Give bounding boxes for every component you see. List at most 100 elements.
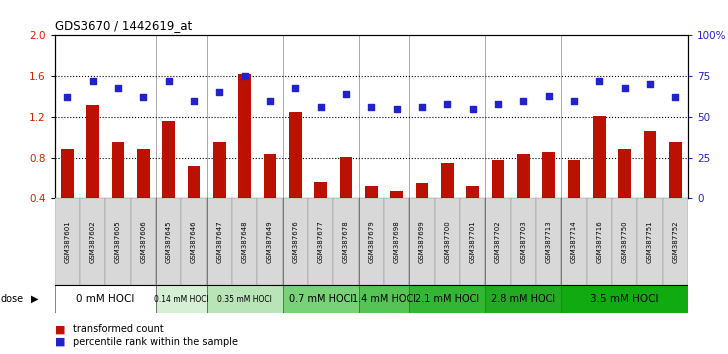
Text: 0.7 mM HOCl: 0.7 mM HOCl xyxy=(288,294,352,304)
Text: GSM387649: GSM387649 xyxy=(267,220,273,263)
Bar xyxy=(232,198,257,285)
Text: transformed count: transformed count xyxy=(73,324,164,334)
Bar xyxy=(435,198,460,285)
Bar xyxy=(612,198,637,285)
Bar xyxy=(130,198,156,285)
Bar xyxy=(238,74,251,198)
Bar xyxy=(441,162,454,198)
Bar xyxy=(460,198,486,285)
Text: 0.14 mM HOCl: 0.14 mM HOCl xyxy=(154,295,209,304)
Point xyxy=(365,104,377,110)
Bar xyxy=(55,285,156,313)
Text: GSM387677: GSM387677 xyxy=(317,220,324,263)
Point xyxy=(138,95,149,100)
Bar xyxy=(80,198,106,285)
Bar xyxy=(517,154,529,198)
Text: GSM387647: GSM387647 xyxy=(216,220,222,263)
Bar xyxy=(365,186,378,198)
Text: GDS3670 / 1442619_at: GDS3670 / 1442619_at xyxy=(55,19,192,32)
Text: 2.8 mM HOCl: 2.8 mM HOCl xyxy=(491,294,555,304)
Bar xyxy=(390,191,403,198)
Bar xyxy=(359,285,409,313)
Bar xyxy=(289,112,301,198)
Text: GSM387645: GSM387645 xyxy=(165,220,172,263)
Bar xyxy=(61,149,74,198)
Bar xyxy=(561,285,688,313)
Text: 2.1 mM HOCl: 2.1 mM HOCl xyxy=(415,294,479,304)
Bar xyxy=(156,198,181,285)
Text: GSM387648: GSM387648 xyxy=(242,220,248,263)
Bar xyxy=(587,198,612,285)
Point xyxy=(213,90,225,95)
Text: GSM387752: GSM387752 xyxy=(672,220,678,263)
Bar xyxy=(486,285,561,313)
Bar xyxy=(282,285,359,313)
Bar xyxy=(207,198,232,285)
Bar xyxy=(282,198,308,285)
Point xyxy=(568,98,579,103)
Bar xyxy=(384,198,409,285)
Bar xyxy=(111,142,124,198)
Point xyxy=(87,78,98,84)
Point xyxy=(391,106,403,112)
Bar xyxy=(466,186,479,198)
Point xyxy=(670,95,681,100)
Bar xyxy=(618,149,631,198)
Text: GSM387751: GSM387751 xyxy=(647,220,653,263)
Point xyxy=(492,101,504,107)
Text: GSM387699: GSM387699 xyxy=(419,220,425,263)
Point xyxy=(264,98,276,103)
Text: GSM387605: GSM387605 xyxy=(115,220,121,263)
Bar xyxy=(181,198,207,285)
Bar xyxy=(491,160,505,198)
Bar xyxy=(333,198,359,285)
Point xyxy=(593,78,605,84)
Bar xyxy=(561,198,587,285)
Text: 3.5 mM HOCl: 3.5 mM HOCl xyxy=(590,294,659,304)
Bar xyxy=(486,198,510,285)
Point xyxy=(314,104,326,110)
Point xyxy=(518,98,529,103)
Bar xyxy=(339,156,352,198)
Bar xyxy=(213,142,226,198)
Text: GSM387606: GSM387606 xyxy=(141,220,146,263)
Point xyxy=(619,85,630,90)
Point xyxy=(290,85,301,90)
Text: GSM387703: GSM387703 xyxy=(521,220,526,263)
Bar xyxy=(542,153,555,198)
Point xyxy=(188,98,199,103)
Text: GSM387679: GSM387679 xyxy=(368,220,374,263)
Bar xyxy=(156,285,207,313)
Bar xyxy=(409,285,486,313)
Text: ■: ■ xyxy=(55,337,65,347)
Bar xyxy=(409,198,435,285)
Text: GSM387716: GSM387716 xyxy=(596,220,602,263)
Bar xyxy=(568,160,580,198)
Bar xyxy=(188,166,200,198)
Bar xyxy=(162,121,175,198)
Text: GSM387646: GSM387646 xyxy=(191,220,197,263)
Text: GSM387602: GSM387602 xyxy=(90,220,95,263)
Point xyxy=(163,78,175,84)
Text: GSM387750: GSM387750 xyxy=(622,220,628,263)
Bar xyxy=(416,183,428,198)
Bar xyxy=(662,198,688,285)
Text: GSM387702: GSM387702 xyxy=(495,220,501,263)
Text: GSM387678: GSM387678 xyxy=(343,220,349,263)
Text: GSM387701: GSM387701 xyxy=(470,220,475,263)
Bar xyxy=(669,142,681,198)
Bar xyxy=(55,198,688,285)
Point xyxy=(61,95,73,100)
Bar xyxy=(207,285,282,313)
Text: GSM387601: GSM387601 xyxy=(64,220,71,263)
Bar xyxy=(644,131,657,198)
Text: percentile rank within the sample: percentile rank within the sample xyxy=(73,337,238,347)
Bar xyxy=(510,198,536,285)
Text: dose: dose xyxy=(1,294,24,304)
Point xyxy=(340,91,352,97)
Text: ▶: ▶ xyxy=(31,294,38,304)
Point xyxy=(467,106,478,112)
Point xyxy=(112,85,124,90)
Bar xyxy=(536,198,561,285)
Bar xyxy=(308,198,333,285)
